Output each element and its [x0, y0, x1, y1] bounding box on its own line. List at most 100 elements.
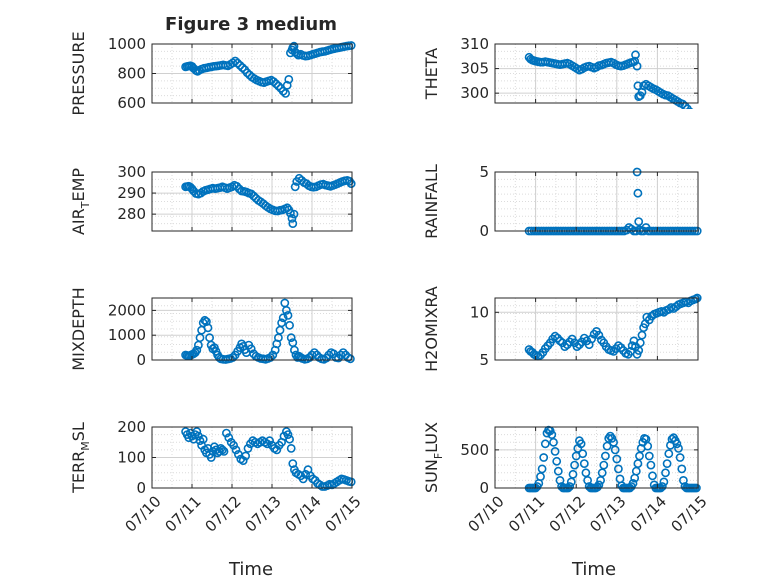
- y-axis-label: PRESSURE: [69, 31, 88, 115]
- data-point: [288, 219, 298, 228]
- data-point: [633, 81, 643, 91]
- data-point: [224, 433, 234, 443]
- data-point: [242, 68, 252, 78]
- data-point: [203, 323, 213, 333]
- data-point: [662, 459, 672, 468]
- figure-title: Figure 3 medium: [165, 14, 337, 35]
- data-point: [601, 451, 610, 461]
- y-tick-label: 2000: [108, 301, 146, 319]
- y-axis-label: RAINFALL: [422, 164, 441, 239]
- axes-box: [151, 297, 353, 361]
- y-tick-label: 0: [479, 479, 489, 497]
- data-point: [221, 428, 231, 438]
- y-axis-label: THETA: [422, 48, 441, 100]
- y-tick-label: 5: [479, 163, 489, 181]
- data-point: [572, 342, 582, 351]
- data-point: [287, 213, 297, 223]
- data-point: [634, 346, 644, 355]
- data-point: [674, 443, 683, 453]
- data-point: [547, 430, 557, 439]
- data-point: [646, 460, 656, 470]
- y-axis-label: SUNFLUX: [422, 422, 445, 493]
- data-point: [282, 80, 292, 90]
- data-point: [672, 439, 682, 449]
- data-point: [536, 472, 545, 481]
- data-point: [612, 454, 622, 464]
- y-tick-label: 0: [136, 479, 146, 497]
- data-point: [570, 460, 579, 470]
- data-point: [633, 188, 643, 198]
- data-point: [246, 344, 256, 354]
- data-point: [568, 469, 578, 479]
- data-point: [192, 427, 202, 436]
- data-point: [576, 439, 586, 449]
- data-point: [286, 443, 296, 453]
- axes-box: [494, 297, 699, 361]
- subplot-theta: 300 305 310 THETA: [422, 35, 699, 109]
- data-point: [234, 184, 244, 194]
- data-point: [644, 451, 654, 461]
- data-point: [309, 348, 319, 357]
- data-point: [281, 89, 290, 98]
- y-tick-label: 300: [460, 84, 489, 102]
- data-point: [677, 464, 687, 474]
- data-point: [243, 443, 253, 453]
- data-series: [524, 50, 694, 109]
- data-point: [675, 453, 685, 462]
- data-point: [614, 464, 623, 474]
- y-tick-label: 0: [136, 351, 146, 369]
- data-point: [657, 482, 667, 491]
- data-point: [661, 468, 670, 478]
- data-point: [286, 333, 296, 343]
- data-point: [338, 348, 348, 357]
- data-point: [198, 434, 208, 444]
- data-point: [283, 310, 293, 320]
- y-tick-label: 310: [460, 35, 489, 53]
- data-point: [664, 304, 674, 314]
- data-point: [219, 446, 229, 456]
- data-point: [285, 320, 294, 330]
- data-point: [599, 460, 609, 470]
- data-series: [181, 173, 356, 228]
- y-axis-label: TERRMSL: [69, 422, 92, 494]
- axes-box: [151, 171, 353, 232]
- data-point: [346, 41, 356, 50]
- data-point: [232, 181, 242, 191]
- y-tick-label: 1000: [108, 326, 146, 344]
- y-tick-label: 305: [460, 60, 489, 78]
- data-point: [634, 217, 644, 226]
- axes-box: [494, 43, 699, 104]
- data-point: [631, 50, 640, 60]
- axes-box: [494, 426, 699, 489]
- subplot-mixdepth: 0 1000 2000 MIXDEPTH: [69, 287, 355, 371]
- y-tick-label: 290: [117, 184, 146, 202]
- data-series: [524, 425, 701, 493]
- data-point: [678, 99, 687, 109]
- data-point: [233, 58, 242, 68]
- y-tick-label: 100: [117, 449, 146, 467]
- y-tick-label: 200: [117, 418, 146, 436]
- data-point: [594, 330, 604, 340]
- data-series: [181, 41, 356, 98]
- data-point: [578, 449, 588, 459]
- data-point: [539, 453, 549, 462]
- axes-box: [494, 171, 699, 232]
- data-point: [289, 209, 299, 219]
- data-point: [659, 477, 669, 487]
- data-point: [555, 336, 565, 346]
- data-point: [550, 446, 560, 456]
- data-point: [284, 75, 294, 84]
- subplot-pressure: 600 800 1000 PRESSURE: [69, 31, 356, 116]
- data-point: [268, 350, 278, 360]
- data-point: [265, 436, 274, 446]
- y-axis-label: AIRTEMP: [69, 168, 92, 235]
- data-point: [272, 445, 282, 455]
- data-point: [237, 63, 247, 72]
- x-axis-label-right: Time: [571, 559, 616, 580]
- data-point: [271, 79, 281, 89]
- data-series: [524, 293, 702, 361]
- y-axis-label: H2OMIXRA: [422, 286, 441, 372]
- data-point: [289, 41, 299, 51]
